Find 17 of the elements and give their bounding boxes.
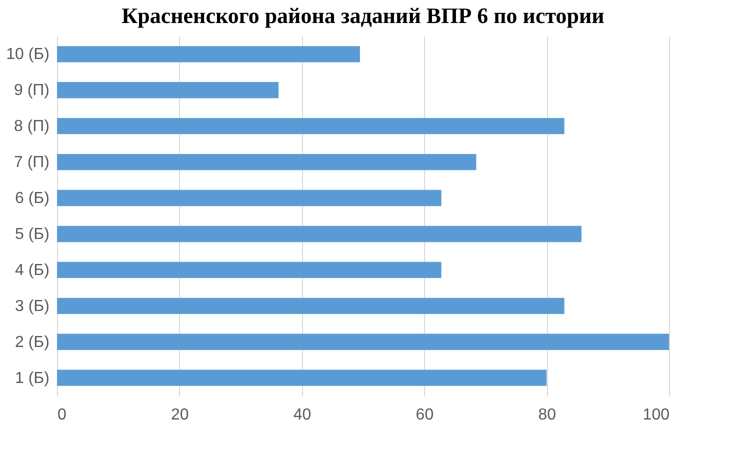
y-tick-label: 1 (Б) (15, 370, 50, 387)
chart-title: Красненского района заданий ВПР 6 по истории (122, 3, 605, 28)
x-tick-label: 80 (538, 406, 556, 424)
x-tick-label: 60 (416, 406, 434, 424)
y-tick-label: 2 (Б) (15, 334, 50, 351)
y-tick-label: 5 (Б) (15, 226, 50, 243)
x-tick-label: 20 (171, 406, 189, 424)
x-tick-label: 100 (642, 406, 670, 424)
y-tick-label: 6 (Б) (15, 190, 50, 208)
y-tick-label: 10 (Б) (6, 46, 50, 64)
x-tick-label: 40 (293, 406, 312, 424)
y-tick-label: 3 (Б) (15, 298, 50, 315)
y-tick-label: 9 (П) (14, 82, 50, 100)
y-tick-label: 7 (П) (14, 154, 50, 172)
x-tick-label: 0 (58, 406, 66, 424)
y-tick-label: 8 (П) (14, 118, 50, 136)
y-tick-label: 4 (Б) (15, 262, 50, 279)
